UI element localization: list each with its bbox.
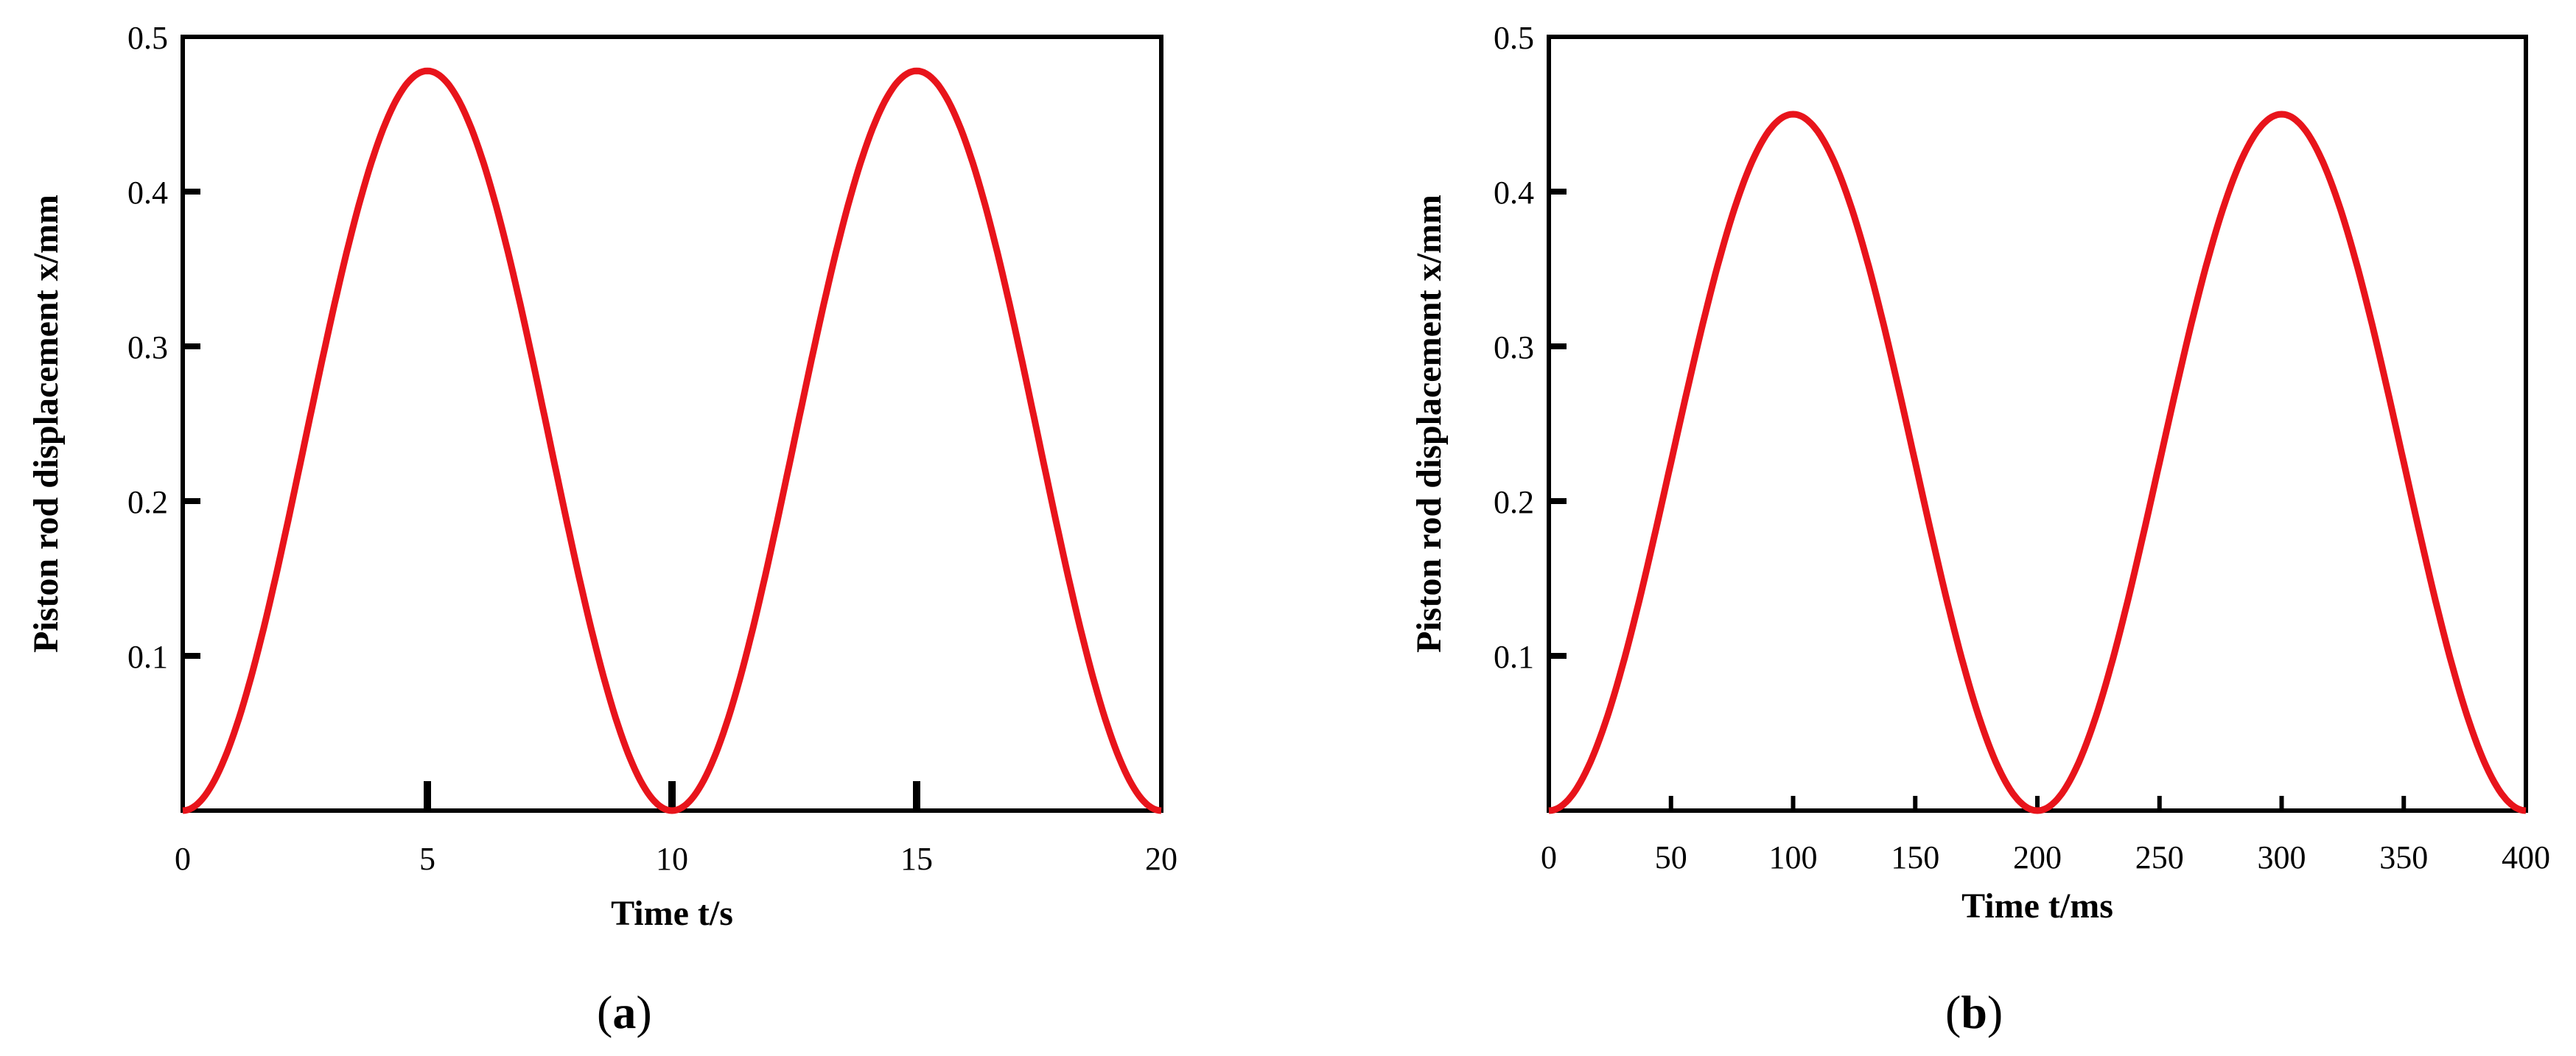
y-tick-label: 0.3 xyxy=(127,329,168,366)
y-tick-label: 0.1 xyxy=(127,639,168,675)
plot-frame-a xyxy=(181,35,1163,813)
series-line-b xyxy=(1547,111,2527,814)
panel-label-a: (a) xyxy=(597,986,652,1038)
x-axis-title-b: Time t/ms xyxy=(1961,887,2113,926)
x-tick-label: 400 xyxy=(2502,839,2550,875)
y-tick-label: 0.2 xyxy=(127,484,168,520)
panel-letter-a: a xyxy=(612,986,636,1038)
x-tick-label: 15 xyxy=(900,841,933,877)
x-tick-label: 150 xyxy=(1891,839,1939,875)
panel-letter-b: b xyxy=(1961,986,1987,1038)
y-axis-title-a: Piston rod displacement x/mm xyxy=(27,195,66,653)
chart-a: 0.1 0.2 0.3 0.4 0.5 0 5 10 15 20 Time t/s Piston… xyxy=(27,20,1177,1038)
x-tick-label: 5 xyxy=(419,841,435,877)
x-ticks-b: 0 50 100 150 200 250 300 350 400 xyxy=(1541,796,2550,875)
x-axis-title-a: Time t/s xyxy=(611,894,733,933)
series-line-a xyxy=(181,67,1163,814)
x-tick-label: 250 xyxy=(2135,839,2184,875)
y-axis-title-b: Piston rod displacement x/mm xyxy=(1410,195,1449,653)
x-tick-label: 0 xyxy=(175,841,191,877)
x-tick-label: 50 xyxy=(1655,839,1687,875)
y-tick-label: 0.5 xyxy=(127,20,168,56)
x-tick-label: 350 xyxy=(2379,839,2428,875)
x-tick-label: 10 xyxy=(656,841,688,877)
y-tick-label: 0.1 xyxy=(1494,639,1534,675)
x-tick-label: 0 xyxy=(1541,839,1557,875)
chart-b: 0.1 0.2 0.3 0.4 0.5 0 50 100 150 200 250 300 350 400… xyxy=(1410,20,2550,1038)
x-ticks-a: 0 5 10 15 20 xyxy=(175,781,1177,877)
y-tick-label: 0.4 xyxy=(1494,175,1534,211)
y-tick-label: 0.4 xyxy=(127,175,168,211)
y-tick-label: 0.5 xyxy=(1494,20,1534,56)
x-tick-label: 20 xyxy=(1145,841,1177,877)
y-ticks-b: 0.1 0.2 0.3 0.4 0.5 xyxy=(1494,20,1567,675)
x-tick-label: 200 xyxy=(2013,839,2062,875)
x-tick-label: 100 xyxy=(1769,839,1818,875)
y-ticks-a: 0.1 0.2 0.3 0.4 0.5 xyxy=(127,20,200,675)
y-tick-label: 0.3 xyxy=(1494,329,1534,366)
y-tick-label: 0.2 xyxy=(1494,484,1534,520)
panel-label-b: (b) xyxy=(1945,986,2003,1038)
plot-frame-b xyxy=(1547,35,2528,813)
x-tick-label: 300 xyxy=(2258,839,2306,875)
